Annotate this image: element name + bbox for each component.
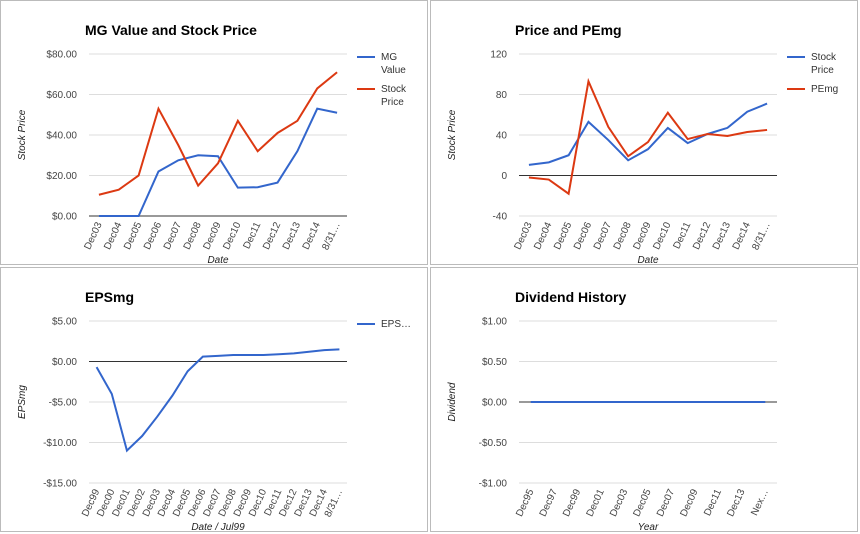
x-tick-label: Dec95 — [514, 487, 536, 518]
x-tick-label: Dec01 — [585, 487, 607, 518]
y-tick-label: $0.00 — [482, 398, 507, 409]
legend-entry: EPS… — [357, 318, 427, 331]
y-tick-label: $0.00 — [52, 357, 77, 368]
chart: EPSmg EPSmg Date / Jul99 -$15.00 -$10.00 -$5.… — [17, 289, 347, 533]
y-tick-label: 40 — [496, 131, 508, 142]
x-axis-title: Date — [207, 255, 229, 266]
y-tick-label: -$1.00 — [479, 479, 508, 490]
legend-swatch — [357, 88, 375, 90]
legend-swatch — [357, 56, 375, 58]
series-line — [528, 102, 768, 166]
chart-panel: EPSmg EPSmg Date / Jul99 -$15.00 -$10.00 -$5.… — [0, 267, 428, 533]
x-tick-label: Dec99 — [561, 487, 583, 518]
y-axis-title: Stock Price — [17, 109, 28, 160]
chart-title: Price and PEmg — [515, 22, 622, 38]
x-tick-label: Dec10 — [651, 220, 673, 251]
y-tick-label: -$0.50 — [479, 438, 508, 449]
y-axis-title: Dividend — [447, 382, 458, 421]
x-tick-label: Dec13 — [725, 487, 747, 518]
x-axis-title: Date / Jul99 — [191, 522, 245, 533]
x-tick-label: Dec05 — [632, 487, 654, 518]
chart-panel: Dividend History Dividend Year -$1.00 -$0.50… — [430, 267, 858, 533]
chart-title: Dividend History — [515, 289, 626, 305]
chart: Dividend History Dividend Year -$1.00 -$0.50… — [447, 289, 777, 533]
y-tick-label: 80 — [496, 90, 508, 101]
x-tick-label: Dec10 — [221, 220, 243, 251]
y-tick-label: $0.50 — [482, 357, 507, 368]
legend-entry: PEmg — [787, 83, 857, 96]
chart-title: EPSmg — [85, 289, 134, 305]
legend-label: EPS… — [381, 319, 412, 330]
chart: Price and PEmg Stock Price Date -40 0 40 80 120… — [447, 22, 777, 266]
y-tick-label: $5.00 — [52, 317, 77, 328]
y-tick-label: $1.00 — [482, 317, 507, 328]
y-axis-title: Stock Price — [447, 109, 458, 160]
y-tick-label: $40.00 — [46, 131, 77, 142]
legend-entry: MG Value — [357, 51, 427, 77]
chart: MG Value and Stock Price Stock Price Date $… — [17, 22, 347, 266]
y-tick-label: -40 — [493, 212, 508, 223]
y-tick-label: $0.00 — [52, 212, 77, 223]
legend-swatch — [787, 56, 805, 58]
y-axis-title: EPSmg — [17, 385, 28, 419]
y-tick-label: -$15.00 — [43, 479, 77, 490]
legend: Stock Price PEmg — [787, 51, 857, 96]
y-tick-label: 0 — [501, 171, 507, 182]
x-tick-label: Dec09 — [678, 487, 700, 518]
x-tick-label: 8/31… — [750, 221, 772, 252]
legend-label: MG Value — [381, 52, 406, 76]
x-tick-label: Dec97 — [538, 487, 560, 518]
chart-panel: Price and PEmg Stock Price Date -40 0 40 80 120… — [430, 0, 858, 266]
y-tick-label: 120 — [490, 50, 507, 61]
series-line — [528, 77, 768, 196]
legend-entry: Stock Price — [787, 51, 857, 77]
legend-label: Stock Price — [811, 52, 837, 76]
chart-panel: MG Value and Stock Price Stock Price Date $… — [0, 0, 428, 266]
x-tick-label: Nex… — [749, 488, 771, 518]
legend-entry: Stock Price — [357, 83, 427, 109]
series-line — [95, 348, 340, 453]
legend-label: PEmg — [811, 84, 839, 95]
y-tick-label: $60.00 — [46, 90, 77, 101]
legend: MG Value Stock Price — [357, 51, 427, 109]
legend-swatch — [357, 323, 375, 325]
legend-swatch — [787, 88, 805, 90]
x-tick-label: Dec11 — [702, 487, 724, 518]
y-tick-label: $80.00 — [46, 50, 77, 61]
series-line — [98, 71, 338, 196]
x-tick-label: Dec07 — [655, 487, 677, 518]
chart-title: MG Value and Stock Price — [85, 22, 257, 38]
x-tick-label: Dec03 — [608, 487, 630, 518]
y-tick-label: $20.00 — [46, 171, 77, 182]
y-tick-label: -$5.00 — [49, 398, 78, 409]
y-tick-label: -$10.00 — [43, 438, 77, 449]
x-axis-title: Year — [638, 522, 659, 533]
x-axis-title: Date — [637, 255, 659, 266]
legend-label: Stock Price — [381, 84, 407, 108]
legend: EPS… — [357, 318, 427, 331]
series-line — [98, 107, 338, 217]
x-tick-label: 8/31… — [320, 221, 342, 252]
